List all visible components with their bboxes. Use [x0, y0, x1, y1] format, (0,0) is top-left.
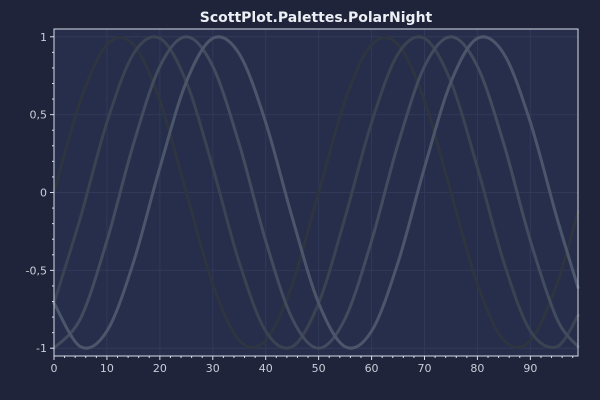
- x-tick-label: 30: [206, 362, 220, 375]
- x-tick-label: 10: [100, 362, 114, 375]
- x-tick-label: 50: [312, 362, 326, 375]
- series-line-3: [52, 35, 580, 350]
- x-tick-label: 0: [51, 362, 58, 375]
- series-line-1: [52, 36, 580, 349]
- x-tick-label: 70: [418, 362, 432, 375]
- x-tick-label: 40: [259, 362, 273, 375]
- x-tick-label: 80: [470, 362, 484, 375]
- x-tick-label: 20: [153, 362, 167, 375]
- series-group: [52, 35, 580, 350]
- chart-title: ScottPlot.Palettes.PolarNight: [200, 10, 433, 26]
- series-line-4: [52, 35, 580, 350]
- y-tick-label: 1: [40, 31, 47, 44]
- y-tick-label: -0,5: [26, 264, 47, 277]
- x-tick-label: 60: [365, 362, 379, 375]
- y-tick-label: -1: [36, 342, 47, 355]
- y-tick-label: 0,5: [30, 109, 48, 122]
- x-axis: 0 10 20 30 40 50 60 70 80 90: [51, 356, 574, 375]
- y-tick-label: 0: [40, 187, 47, 200]
- x-tick-label: 90: [523, 362, 537, 375]
- y-axis: 1 0,5 0 -0,5 -1: [26, 31, 54, 355]
